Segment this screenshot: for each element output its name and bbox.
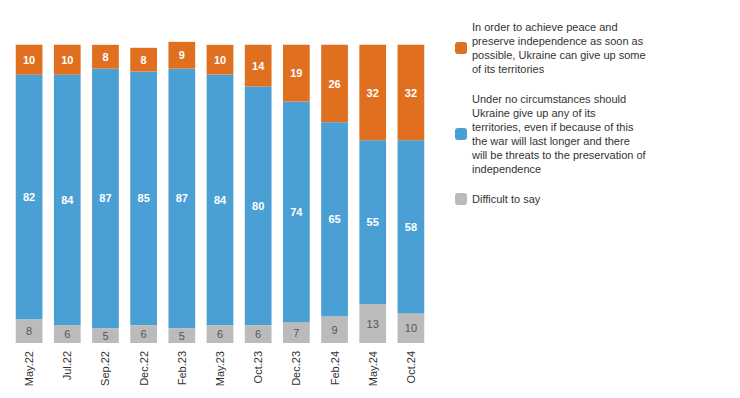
svg-text:8: 8: [141, 54, 147, 66]
svg-text:territories, even if because o: territories, even if because of this: [472, 121, 634, 133]
svg-text:32: 32: [367, 87, 379, 99]
svg-text:Sep.22: Sep.22: [99, 351, 111, 386]
svg-text:10: 10: [214, 54, 226, 66]
svg-text:independence: independence: [472, 163, 541, 175]
svg-text:Feb.23: Feb.23: [176, 351, 188, 385]
svg-text:87: 87: [99, 192, 111, 204]
svg-text:7: 7: [293, 327, 299, 339]
svg-text:19: 19: [290, 67, 302, 79]
svg-text:In order to achieve peace and: In order to achieve peace and: [472, 21, 618, 33]
svg-text:9: 9: [331, 324, 337, 336]
svg-text:Ukraine give up any of its: Ukraine give up any of its: [472, 107, 596, 119]
svg-text:May.24: May.24: [367, 351, 379, 386]
svg-text:58: 58: [405, 221, 417, 233]
svg-text:85: 85: [138, 192, 150, 204]
svg-text:9: 9: [179, 49, 185, 61]
svg-text:the war will last longer and t: the war will last longer and there: [472, 135, 630, 147]
svg-text:Jul.22: Jul.22: [61, 351, 73, 380]
svg-text:Dec.23: Dec.23: [290, 351, 302, 386]
svg-text:Difficult to say: Difficult to say: [472, 193, 541, 205]
svg-text:Dec.22: Dec.22: [138, 351, 150, 386]
svg-text:will be threats to the preserv: will be threats to the preservation of: [471, 149, 647, 161]
svg-text:6: 6: [64, 328, 70, 340]
svg-text:Oct.24: Oct.24: [405, 351, 417, 383]
svg-text:13: 13: [367, 318, 379, 330]
svg-text:84: 84: [61, 194, 74, 206]
svg-text:14: 14: [252, 60, 265, 72]
svg-text:26: 26: [328, 78, 340, 90]
svg-text:5: 5: [179, 330, 185, 342]
svg-text:74: 74: [290, 206, 303, 218]
svg-text:87: 87: [176, 192, 188, 204]
svg-text:May.23: May.23: [214, 351, 226, 386]
svg-text:82: 82: [23, 191, 35, 203]
svg-text:Under no circumstances should: Under no circumstances should: [472, 93, 626, 105]
svg-text:6: 6: [217, 328, 223, 340]
svg-text:32: 32: [405, 87, 417, 99]
svg-text:10: 10: [61, 54, 73, 66]
svg-text:6: 6: [141, 328, 147, 340]
svg-text:10: 10: [23, 54, 35, 66]
svg-text:8: 8: [102, 51, 108, 63]
svg-text:6: 6: [255, 328, 261, 340]
svg-text:84: 84: [214, 194, 227, 206]
svg-text:10: 10: [405, 322, 417, 334]
svg-text:preserve independence as soon: preserve independence as soon as: [472, 35, 644, 47]
svg-text:of its territories: of its territories: [472, 63, 545, 75]
svg-text:May.22: May.22: [23, 351, 35, 386]
svg-text:55: 55: [367, 216, 379, 228]
svg-text:65: 65: [328, 213, 340, 225]
svg-text:80: 80: [252, 200, 264, 212]
svg-text:8: 8: [26, 325, 32, 337]
svg-text:Oct.23: Oct.23: [252, 351, 264, 383]
svg-text:possible, Ukraine can give up: possible, Ukraine can give up some: [472, 49, 646, 61]
svg-text:Feb.24: Feb.24: [329, 351, 341, 385]
svg-text:5: 5: [102, 330, 108, 342]
